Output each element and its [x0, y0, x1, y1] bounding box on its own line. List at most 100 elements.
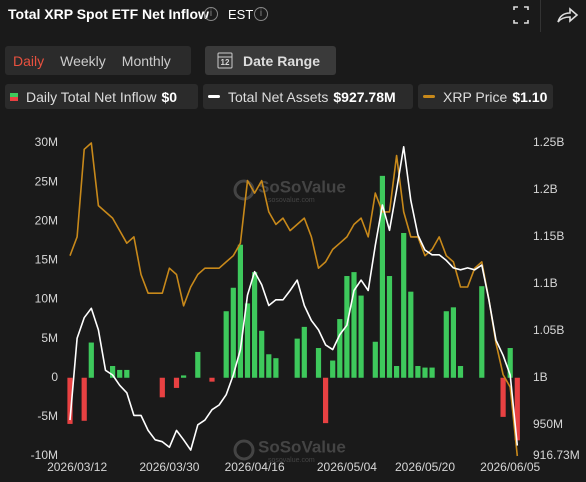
- watermark-url: sosovalue.com: [268, 457, 315, 464]
- bar: [323, 377, 329, 424]
- y2-tick-label: 1B: [533, 370, 548, 384]
- bar: [195, 351, 201, 378]
- bar: [422, 367, 428, 378]
- y2-tick-label: 1.05B: [533, 323, 564, 337]
- watermark: SoSoValue: [258, 177, 346, 196]
- timezone[interactable]: EST: [228, 7, 254, 22]
- y-tick-label: 25M: [35, 174, 58, 188]
- y-tick-label: 15M: [35, 253, 58, 267]
- date-range-button[interactable]: 12 Date Range: [205, 46, 336, 75]
- bar: [415, 366, 421, 378]
- bar: [266, 354, 272, 378]
- bar: [237, 244, 243, 378]
- x-tick-label: 2026/04/16: [225, 460, 285, 474]
- legend-item: Total Net Assets $927.78M: [203, 84, 413, 109]
- period-tabs: Daily Weekly Monthly: [5, 46, 191, 75]
- bar: [173, 377, 180, 388]
- bar: [81, 377, 87, 421]
- bar: [117, 369, 123, 378]
- y2-tick-label: 916.73M: [533, 448, 580, 462]
- bar: [67, 377, 73, 424]
- bar: [315, 348, 322, 378]
- bar: [394, 366, 400, 378]
- y-tick-label: 30M: [35, 135, 58, 149]
- bar: [386, 276, 393, 378]
- y-tick-label: 20M: [35, 213, 58, 227]
- bar: [159, 377, 165, 398]
- legend-swatch: [423, 95, 435, 98]
- bar: [273, 358, 279, 378]
- bar: [500, 377, 506, 417]
- bar: [259, 330, 265, 378]
- legend-name: Daily Total Net Inflow: [26, 88, 157, 105]
- legend-latest: $927.78M: [333, 88, 396, 105]
- bar: [252, 272, 258, 378]
- bar: [88, 342, 94, 378]
- legend-item: Daily Total Net Inflow $0: [5, 84, 198, 109]
- bar: [507, 348, 513, 378]
- legend-item: XRP Price $1.10: [418, 84, 553, 109]
- x-tick-label: 2026/03/12: [47, 460, 107, 474]
- bar: [330, 360, 336, 378]
- bar: [401, 232, 407, 378]
- watermark-url: sosovalue.com: [268, 197, 315, 204]
- y-tick-label: -10M: [31, 448, 58, 462]
- expand-icon[interactable]: [505, 2, 537, 28]
- bar: [244, 303, 251, 378]
- bar: [301, 326, 307, 378]
- bar: [358, 295, 364, 378]
- title: Total XRP Spot ETF Net Inflow: [8, 6, 209, 22]
- date-range-label: Date Range: [243, 52, 321, 69]
- bar: [351, 272, 357, 378]
- tab[interactable]: Daily: [13, 52, 45, 69]
- tab[interactable]: Monthly: [121, 52, 171, 69]
- bar: [429, 367, 435, 378]
- bar: [408, 291, 414, 378]
- y-tick-label: 5M: [41, 331, 58, 345]
- bar: [379, 175, 385, 378]
- bar: [181, 375, 187, 378]
- x-tick-label: 2026/03/30: [139, 460, 199, 474]
- legend-latest: $0: [161, 88, 178, 105]
- watermark: SoSoValue: [258, 437, 346, 456]
- y2-tick-label: 1.15B: [533, 229, 564, 243]
- bar: [344, 276, 350, 378]
- bar: [337, 319, 343, 378]
- bar: [294, 338, 300, 378]
- line: [69, 146, 519, 451]
- legend-swatch: [208, 95, 220, 98]
- calendar-icon: 12: [217, 52, 233, 68]
- bar: [514, 377, 520, 441]
- bar: [457, 366, 464, 378]
- legend-name: XRP Price: [443, 88, 508, 105]
- y-tick-label: 0: [51, 370, 58, 384]
- y-tick-label: 10M: [35, 292, 58, 306]
- bar: [372, 341, 378, 378]
- y2-tick-label: 1.25B: [533, 135, 564, 149]
- tab[interactable]: Weekly: [60, 52, 106, 69]
- bar: [230, 287, 236, 378]
- info-icon[interactable]: i: [254, 7, 268, 21]
- divider: [540, 0, 541, 32]
- legend-latest: $1.10: [512, 88, 548, 105]
- watermark-logo: [233, 179, 255, 201]
- y2-tick-label: 1.2B: [533, 182, 558, 196]
- info-icon[interactable]: i: [204, 7, 218, 21]
- bar: [209, 377, 215, 382]
- bar: [450, 307, 456, 378]
- y2-tick-label: 950M: [533, 417, 563, 431]
- y-tick-label: -5M: [37, 409, 58, 423]
- legend-swatch: [10, 92, 18, 101]
- share-icon[interactable]: [552, 2, 582, 28]
- x-tick-label: 2026/05/04: [317, 460, 377, 474]
- calendar-day: 12: [221, 58, 230, 67]
- y2-tick-label: 1.1B: [533, 276, 558, 290]
- watermark-logo: [233, 439, 255, 461]
- bar: [124, 369, 130, 378]
- bar: [479, 286, 485, 378]
- line: [69, 142, 519, 457]
- x-tick-label: 2026/05/20: [395, 460, 455, 474]
- x-tick-label: 2026/06/05: [480, 460, 540, 474]
